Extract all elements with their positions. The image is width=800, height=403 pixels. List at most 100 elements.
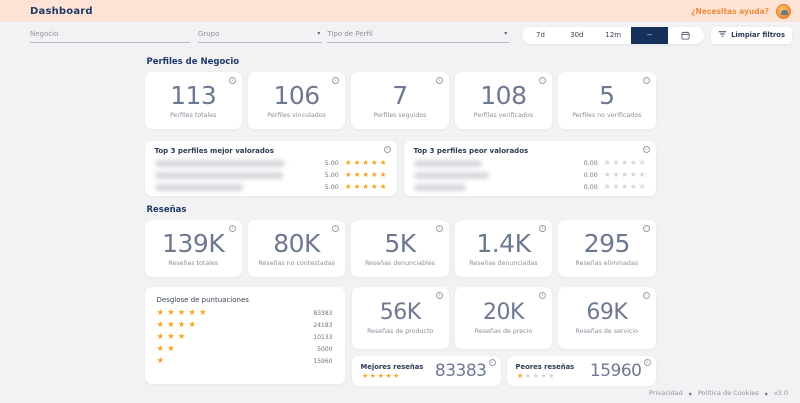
worst-reviews-label: Peores reseñas [515,362,575,371]
chevron-down-icon: ▾ [504,29,508,37]
grupo-select[interactable]: Grupo ▾ [197,28,323,43]
stat-label: Reseñas denunciables [364,259,436,267]
stat-value: 1.4K [476,228,531,258]
info-icon[interactable] [539,292,547,299]
star-rating: ★ ★ ★ ★ ★ [344,158,387,168]
top3-worst-title: Top 3 perfiles peor valorados [413,147,529,155]
star-rating: ★ ★ ★ ★ ★ [344,170,387,180]
star-rating: ★ ★ ★ ★ ★ [603,158,646,168]
resenas-bottom-grid: Desglose de puntuaciones ★ ★ ★ ★ ★ 83383 ★ ★ ★… [144,287,656,386]
stat-label: Reseñas totales [168,259,219,267]
table-row: ★ ★ 5000 [157,345,333,354]
info-icon[interactable] [435,292,443,299]
redacted-profile-name [154,159,285,167]
star-rating: ★ ★ ★ ★ ★ [517,371,555,380]
redacted-profile-name [413,159,482,167]
top3-best-card: Top 3 perfiles mejor valorados 5.00 ★★★★… [144,141,397,196]
info-icon[interactable] [643,359,651,366]
main-content: Perfiles de Negocio 113 Perfiles totales… [144,57,656,386]
stat-card: 106 Perfiles vinculados [247,72,346,129]
info-icon[interactable] [228,225,236,232]
table-row: ★ ★ ★ 10133 [157,333,333,342]
info-icon[interactable] [435,77,443,84]
info-icon[interactable] [642,292,650,299]
stat-value: 7 [392,80,408,110]
stat-label: Perfiles vinculados [267,111,326,119]
info-icon[interactable] [539,77,547,84]
clear-filters-button[interactable]: Limpiar filtros [711,26,793,44]
filter-bar: Negocio Grupo ▾ Tipo de Perfil ▾ 7d 30d … [0,22,800,48]
info-icon[interactable] [383,146,391,153]
info-icon[interactable] [539,225,547,232]
info-icon[interactable] [332,77,340,84]
redacted-profile-name [154,171,283,179]
range-option-custom[interactable]: -- [631,26,668,44]
list-item: 0.00 ★ ★ ★ ★ ★ [413,170,646,180]
best-reviews-label: Mejores reseñas [360,362,424,371]
table-row: ★ 15960 [157,357,333,366]
stat-value: 56K [379,299,421,325]
stat-card: 69K Reseñas de servicio [558,287,656,349]
stat-label: Perfiles seguidos [373,111,427,119]
top3-row: Top 3 perfiles mejor valorados 5.00 ★★★★… [144,141,656,196]
resenas-stats-row: 139K Reseñas totales 80K Reseñas no cont… [144,220,656,277]
breakdown-value: 24183 [313,322,333,329]
negocio-label: Negocio [30,29,59,38]
info-icon[interactable] [435,225,443,232]
info-icon[interactable] [488,359,496,366]
perfiles-stats-row: 113 Perfiles totales 106 Perfiles vincul… [144,72,656,129]
calendar-button[interactable] [668,27,704,44]
redacted-profile-name [154,183,243,191]
star-rating: ★ ★ ★ ★ ★ [156,308,207,319]
stat-card: 20K Reseñas de precio [454,287,553,349]
range-option-12m[interactable]: 12m [605,31,622,39]
filter-icon [718,30,727,40]
stat-card: 108 Perfiles verificados [454,72,553,129]
top3-best-list: 5.00 ★ ★ ★ ★ ★ 5.00 ★ ★ ★ ★ ★ 5.00 ★ ★ ★ ★ ★ [154,158,387,192]
range-option-7d[interactable]: 7d [535,31,545,39]
stat-value: 20K [483,299,524,325]
star-rating: ★ ★ ★ ★ [156,320,197,331]
best-reviews-card: Mejores reseñas ★★★★★ 83383 [351,356,501,386]
rating-value: 5.00 [324,159,339,167]
info-icon[interactable] [332,225,340,232]
user-avatar[interactable] [776,3,791,19]
breakdown-value: 10133 [313,334,333,341]
info-icon[interactable] [642,77,650,84]
stat-card: 5 Perfiles no verificados [558,72,656,129]
help-link[interactable]: ¿Necesitas ayuda? [691,6,769,16]
stat-label: Perfiles totales [169,111,217,119]
stat-label: Perfiles verificados [473,111,534,119]
star-rating: ★ [156,356,165,367]
stat-label: Reseñas de producto [367,327,434,335]
cookies-policy-link[interactable]: Política de Cookies [697,389,759,397]
rating-value: 0.00 [583,183,598,191]
section-title-resenas: Reseñas [146,205,187,215]
stat-card: 5K Reseñas denunciables [351,220,449,277]
chevron-down-icon: ▾ [317,29,321,37]
range-option-30d[interactable]: 30d [570,31,584,39]
stat-value: 106 [273,80,320,110]
stat-label: Perfiles no verificados [572,111,642,119]
stat-card: 80K Reseñas no contestadas [247,220,346,277]
info-icon[interactable] [642,146,650,153]
stat-card: 1.4K Reseñas denunciadas [454,220,553,277]
top3-worst-card: Top 3 perfiles peor valorados 0.00 ★★★★★… [403,141,656,196]
info-icon[interactable] [642,225,650,232]
best-worst-row: Mejores reseñas ★★★★★ 83383 Peores reseñ… [351,356,656,386]
app-header: Dashboard ¿Necesitas ayuda? [0,0,800,22]
tipo-perfil-label: Tipo de Perfil [327,29,373,38]
negocio-input[interactable]: Negocio [30,28,190,43]
page-title: Dashboard [30,5,93,17]
top3-worst-list: 0.00 ★ ★ ★ ★ ★ 0.00 ★ ★ ★ ★ ★ 0.00 ★ ★ ★ ★ ★ [413,158,646,192]
stat-value: 108 [480,80,527,110]
section-title-perfiles: Perfiles de Negocio [146,57,240,67]
rating-value: 0.00 [583,159,598,167]
worst-reviews-value: 15960 [589,361,642,381]
privacy-link[interactable]: Privacidad [649,389,683,397]
footer: Privacidad ◆ Política de Cookies ◆ v3.0 [649,389,788,397]
info-icon[interactable] [228,77,236,84]
star-rating: ★ ★ [156,344,175,355]
tipo-perfil-select[interactable]: Tipo de Perfil ▾ [327,28,510,43]
